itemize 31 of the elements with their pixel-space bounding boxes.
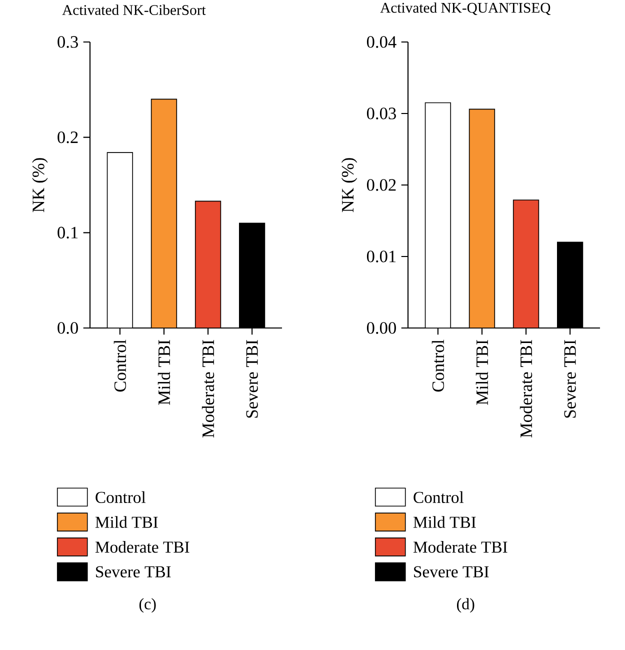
legend-label: Control (96, 491, 146, 504)
x-tick-label: Severe TBI (246, 340, 258, 418)
x-tick-label: Moderate TBI (202, 340, 214, 438)
x-tick-label: Mild TBI (158, 340, 170, 405)
legend-label: Severe TBI (96, 566, 171, 578)
y-tick-label: 0.3 (58, 36, 78, 48)
x-tick-label: Control (432, 340, 444, 392)
y-tick-label: 0.00 (366, 322, 396, 334)
legend-label: Mild TBI (95, 516, 158, 528)
chart-title: Activated NK-QUANTISEQ (380, 2, 550, 15)
y-tick-label: 0.0 (58, 322, 78, 334)
y-tick-label: 0.03 (366, 108, 396, 120)
legend-label: Mild TBI (413, 516, 476, 528)
x-tick-label: Control (114, 340, 126, 392)
y-tick-label: 0.04 (366, 36, 396, 48)
y-axis-title: NK (%) (341, 158, 358, 212)
legend-label: Severe TBI (414, 566, 489, 578)
y-axis-title: NK (%) (32, 158, 48, 212)
x-tick-label: Moderate TBI (520, 340, 532, 438)
y-tick-label: 0.01 (366, 250, 396, 262)
legend-label: Control (414, 491, 464, 504)
text: (d) (456, 598, 474, 613)
x-tick-label: Mild TBI (476, 340, 488, 405)
chart-title: Activated NK-CiberSort (62, 4, 206, 15)
y-tick-label: 0.1 (58, 226, 78, 239)
x-tick-label: Severe TBI (564, 340, 576, 418)
text: (c) (139, 598, 156, 613)
legend-label: Moderate TBI (413, 541, 508, 553)
y-tick-label: 0.2 (58, 131, 78, 144)
y-tick-label: 0.02 (366, 179, 396, 191)
legend-label: Moderate TBI (95, 541, 190, 553)
